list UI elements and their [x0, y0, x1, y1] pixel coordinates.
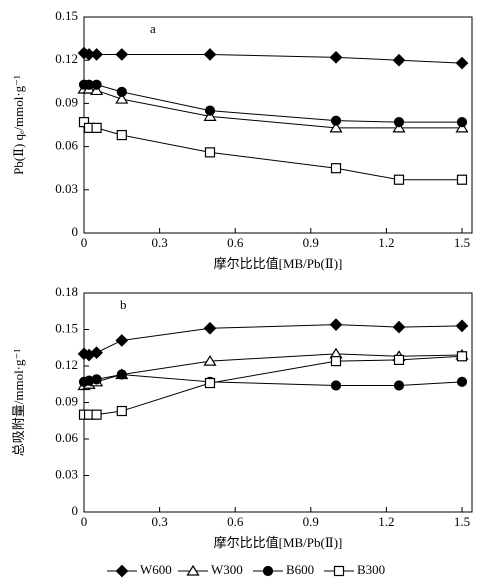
marker: [116, 369, 127, 380]
y-axis-label: Pb(Ⅱ) qₑ/mmol·g⁻¹: [11, 75, 26, 175]
x-tick-label: 1.5: [454, 514, 470, 529]
series: [78, 79, 468, 128]
marker: [329, 50, 343, 64]
marker: [393, 117, 405, 128]
marker: [203, 354, 217, 366]
marker: [91, 79, 102, 90]
y-tick-label: 0.03: [55, 466, 78, 481]
series: [78, 351, 468, 420]
y-tick-label: 0.15: [55, 8, 78, 23]
plot-frame: [83, 16, 473, 234]
panel-label: a: [150, 21, 156, 36]
x-tick-label: 0.3: [151, 235, 167, 250]
marker: [392, 320, 406, 334]
legend-label: B300: [357, 562, 385, 577]
marker: [262, 565, 274, 577]
x-tick-label: 0.9: [303, 235, 319, 250]
x-tick-label: 1.5: [454, 235, 470, 250]
y-tick-label: 0.09: [55, 393, 78, 408]
marker: [392, 121, 406, 133]
marker: [456, 174, 468, 185]
marker: [116, 86, 127, 97]
y-tick-label: 0: [72, 503, 79, 518]
marker: [115, 48, 129, 61]
y-tick-label: 0.09: [55, 94, 78, 109]
y-tick-label: 0.15: [55, 320, 78, 335]
marker: [393, 174, 405, 185]
x-axis-label: 摩尔比比值[MB/Pb(Ⅱ)]: [214, 256, 343, 271]
series: [77, 82, 469, 133]
series: [77, 46, 469, 70]
x-tick-label: 0.6: [227, 514, 244, 529]
marker: [90, 346, 103, 359]
marker: [330, 115, 342, 126]
y-tick-label: 0.06: [55, 430, 78, 445]
x-tick-label: 1.2: [378, 514, 394, 529]
marker: [392, 53, 406, 67]
x-tick-label: 0.3: [151, 514, 167, 529]
y-tick-label: 0.18: [55, 284, 78, 299]
series-line: [83, 374, 463, 386]
x-tick-label: 0.9: [303, 514, 319, 529]
marker: [455, 319, 469, 333]
marker: [203, 321, 217, 335]
marker: [456, 351, 468, 362]
marker: [329, 121, 343, 133]
marker: [330, 163, 342, 174]
marker: [456, 117, 468, 128]
marker: [393, 380, 405, 391]
x-axis-label: 摩尔比比值[MB/Pb(Ⅱ)]: [214, 535, 343, 550]
legend-label: B600: [286, 562, 314, 577]
series: [78, 369, 468, 391]
marker: [203, 48, 217, 61]
marker: [204, 105, 216, 116]
marker: [116, 405, 127, 417]
marker: [90, 84, 104, 96]
marker: [115, 564, 129, 578]
series-line: [83, 52, 463, 64]
marker: [456, 376, 468, 387]
marker: [204, 377, 216, 389]
marker: [115, 334, 129, 347]
legend-label: W600: [140, 562, 172, 577]
marker: [455, 56, 469, 70]
marker: [455, 121, 469, 133]
marker: [91, 374, 102, 385]
panel-label: b: [120, 297, 127, 312]
marker: [203, 110, 217, 121]
marker: [330, 380, 342, 391]
marker: [90, 48, 103, 61]
marker: [116, 129, 127, 141]
y-tick-label: 0.12: [55, 51, 78, 66]
series: [78, 117, 468, 185]
marker: [204, 147, 216, 158]
marker: [115, 92, 129, 104]
x-tick-label: 0: [81, 235, 88, 250]
marker: [393, 354, 405, 366]
y-axis-label: 总吸附量/mmol·g⁻¹: [11, 349, 26, 457]
x-tick-label: 0: [81, 514, 88, 529]
marker: [329, 318, 343, 331]
series: [77, 318, 469, 362]
marker: [91, 122, 102, 133]
x-tick-label: 0.6: [227, 235, 244, 250]
marker: [186, 564, 200, 576]
y-tick-label: 0: [72, 224, 79, 239]
marker: [333, 565, 345, 577]
y-tick-label: 0.06: [55, 138, 78, 153]
y-tick-label: 0.03: [55, 181, 78, 196]
series-line: [83, 121, 462, 181]
series-line: [84, 84, 462, 123]
marker: [330, 356, 342, 367]
legend-label: W300: [211, 562, 243, 577]
series-line: [83, 353, 463, 386]
marker: [91, 409, 102, 420]
y-tick-label: 0.12: [55, 357, 78, 372]
series-line: [83, 324, 463, 356]
x-tick-label: 1.2: [378, 235, 394, 250]
